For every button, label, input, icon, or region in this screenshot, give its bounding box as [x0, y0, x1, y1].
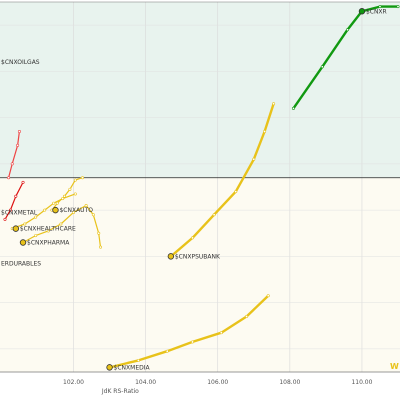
series-point-cnxmetal-2	[16, 143, 20, 147]
series-line-cnxrealty	[292, 5, 400, 110]
series-head-cnxauto	[52, 206, 59, 214]
series-point-cnxpharma	[59, 222, 63, 226]
edge-label-erdurables: ERDURABLES	[1, 260, 41, 267]
series-point-cnxmedia	[219, 331, 223, 335]
series-point-cnxmetal-2	[17, 130, 21, 134]
series-point-cnxpsubank	[212, 213, 216, 217]
series-head-cnxpharma	[19, 239, 27, 246]
series-point-cnxmedia	[245, 314, 249, 318]
series-point-cnxmedia	[136, 358, 140, 362]
series-point-cnxauto	[81, 176, 85, 180]
series-point-cnxmetal	[14, 194, 18, 198]
series-point-cnxmedia	[190, 340, 194, 344]
series-point-cnxauto	[68, 187, 72, 191]
series-line-cnxmetal	[4, 181, 24, 220]
series-point-cnxhealthcare	[23, 222, 27, 226]
edge-label-cnxmetal: $CNXMETAL	[1, 209, 38, 216]
series-point-cnxpsubank	[190, 236, 194, 240]
series-head-cnxmedia	[106, 364, 113, 371]
series-point-cnxmetal-2	[10, 162, 14, 166]
series-label-cnxpharma: $CNXPHARMA	[27, 240, 70, 247]
series-point-cnxpharma	[34, 234, 38, 238]
x-tick-label: 106.00	[207, 379, 228, 386]
x-axis-ticks: 102.00 104.00 106.00 108.00 110.00	[63, 379, 373, 386]
series-point-cnxpsubank	[272, 102, 276, 106]
series-layer	[3, 5, 400, 371]
series-point-cnxpsubank	[252, 157, 256, 161]
series-point-cnxpharma	[91, 213, 95, 217]
series-point-cnxhealthcare	[34, 215, 38, 219]
edge-label-cnxoilgas: $CNXOILGAS	[1, 59, 40, 66]
series-point-cnxpharma	[97, 231, 101, 235]
x-axis-title: JdK RS-Ratio	[101, 388, 139, 395]
series-point-cnxhealthcare	[43, 208, 47, 212]
series-label-cnxpsubank: $CNXPSUBANK	[175, 253, 221, 260]
series-point-cnxmetal	[3, 217, 7, 221]
leading-quadrant	[0, 2, 400, 178]
x-tick-label: 110.00	[351, 379, 372, 386]
label-layer: $CNXR $CNXPSUBANK $CNXMEDIA $CNXAUTO $CNXHEA…	[1, 8, 387, 371]
series-point-cnxpharma	[46, 229, 50, 233]
x-tick-label: 102.00	[63, 379, 84, 386]
x-tick-label: 108.00	[279, 379, 300, 386]
series-label-cnxhealthcare: $CNXHEALTHCARE	[20, 226, 76, 233]
series-line-cnxmetal-2	[8, 130, 20, 179]
series-point-cnxpsubank	[234, 190, 238, 194]
series-point-cnxpharma	[72, 210, 76, 214]
quadrant-label: W	[390, 362, 399, 371]
series-point-cnxauto	[73, 178, 77, 182]
series-point-cnxhealthcare	[73, 192, 77, 196]
series-point-cnxrealty	[396, 5, 400, 9]
series-head-cnxpsubank	[167, 253, 175, 260]
series-point-cnxmedia	[165, 349, 169, 353]
series-point-cnxmedia	[266, 294, 270, 298]
series-point-cnxpsubank	[263, 130, 267, 134]
series-point-cnxmetal	[8, 208, 12, 212]
series-label-cnxrealty: $CNXR	[366, 8, 387, 15]
series-point-cnxrealty	[291, 106, 295, 110]
series-point-cnxpharma	[84, 204, 88, 208]
series-head-cnxrealty	[358, 8, 366, 15]
series-head-cnxhealthcare	[12, 225, 20, 232]
series-point-cnxrealty	[320, 65, 324, 69]
series-point-cnxhealthcare	[52, 201, 56, 205]
series-label-cnxauto: $CNXAUTO	[59, 207, 93, 214]
series-point-cnxhealthcare	[61, 197, 65, 201]
series-point-cnxmetal-2	[7, 176, 11, 180]
series-point-cnxrealty	[378, 5, 382, 9]
series-point-cnxmetal	[21, 180, 25, 184]
grid-lines	[0, 2, 400, 372]
x-tick-label: 104.00	[135, 379, 156, 386]
series-label-cnxmedia: $CNXMEDIA	[114, 364, 151, 371]
series-point-cnxpharma	[99, 245, 103, 249]
series-point-cnxrealty	[346, 28, 350, 32]
